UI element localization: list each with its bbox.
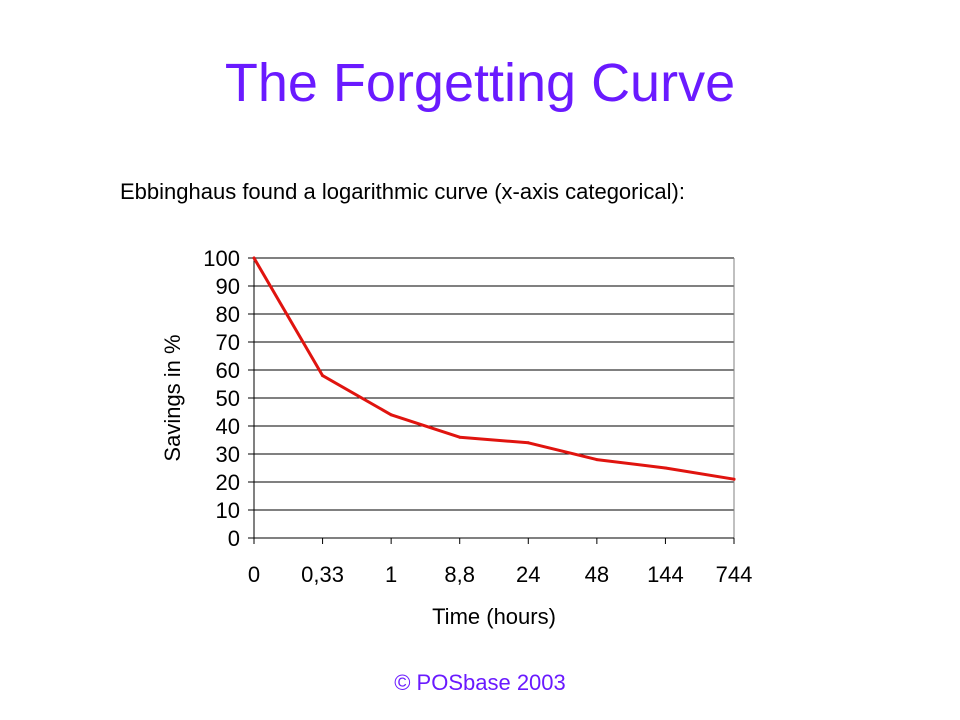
x-tick-label: 0,33 <box>301 562 344 587</box>
x-tick-label: 8,8 <box>444 562 475 587</box>
y-axis-title: Savings in % <box>160 334 185 461</box>
data-point-6 <box>663 466 667 470</box>
y-tick-label: 10 <box>216 498 240 523</box>
data-point-5 <box>595 458 599 462</box>
y-tick-label: 30 <box>216 442 240 467</box>
y-tick-label: 40 <box>216 414 240 439</box>
x-tick-label: 144 <box>647 562 684 587</box>
chart-axes <box>248 257 735 544</box>
data-point-7 <box>732 477 736 481</box>
x-tick-label: 1 <box>385 562 397 587</box>
copyright-footer: © POSbase 2003 <box>394 670 566 695</box>
slide-title: The Forgetting Curve <box>224 53 736 113</box>
series-line-savings <box>252 256 736 481</box>
x-tick-label: 0 <box>248 562 260 587</box>
data-point-2 <box>389 413 393 417</box>
y-tick-label: 70 <box>216 330 240 355</box>
x-tick-label: 48 <box>585 562 609 587</box>
y-tick-label: 90 <box>216 274 240 299</box>
y-tick-label: 0 <box>228 526 240 551</box>
y-tick-label: 60 <box>216 358 240 383</box>
y-tick-label: 100 <box>203 246 240 271</box>
x-tick-labels: 0 0,33 1 8,8 24 48 144 744 <box>248 562 752 587</box>
x-tick-label: 24 <box>516 562 540 587</box>
y-tick-label: 80 <box>216 302 240 327</box>
data-point-1 <box>321 374 325 378</box>
y-tick-labels: 0 10 20 30 40 50 60 70 80 90 100 <box>203 246 240 551</box>
chart-grid <box>254 257 734 511</box>
x-axis-title: Time (hours) <box>432 604 556 629</box>
y-tick-label: 50 <box>216 386 240 411</box>
data-point-4 <box>526 441 530 445</box>
x-tick-label: 744 <box>716 562 753 587</box>
y-tick-label: 20 <box>216 470 240 495</box>
data-point-0 <box>252 256 256 260</box>
data-point-3 <box>458 435 462 439</box>
slide-subtitle: Ebbinghaus found a logarithmic curve (x-… <box>120 179 685 204</box>
series-layer <box>252 256 736 481</box>
